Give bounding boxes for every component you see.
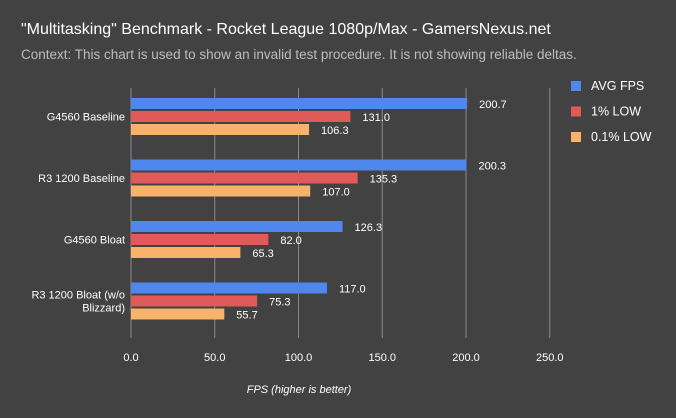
data-labels: 200.7 131.0 106.3 200.3 135.3 107.0 126.3 82.0 6… (236, 99, 506, 322)
x-axis-ticks: 0.0 50.0 100.0 150.0 200.0 250.0 (123, 352, 563, 364)
x-tick-label: 0.0 (123, 352, 138, 364)
x-tick-label: 250.0 (536, 352, 564, 364)
chart-title: "Multitasking" Benchmark - Rocket League… (21, 21, 551, 38)
data-label: 82.0 (280, 235, 301, 247)
bar (131, 111, 351, 122)
bar (131, 172, 358, 184)
data-label: 200.3 (479, 161, 507, 173)
data-label: 200.7 (479, 99, 507, 111)
category-label: R3 1200 Baseline (38, 173, 125, 185)
legend-label: 0.1% LOW (591, 130, 652, 144)
data-label: 135.3 (370, 174, 398, 186)
data-label: 55.7 (236, 310, 257, 322)
bar (131, 124, 310, 135)
category-label: Blizzard) (82, 303, 125, 315)
category-label: G4560 Baseline (47, 112, 125, 124)
category-label: G4560 Bloat (64, 235, 125, 247)
legend-swatch (571, 106, 581, 117)
x-tick-label: 150.0 (368, 352, 396, 364)
bar (131, 98, 468, 109)
legend-swatch (571, 81, 581, 91)
legend-swatch (571, 132, 581, 142)
bar (131, 185, 311, 197)
x-axis-label: FPS (higher is better) (247, 384, 352, 396)
category-labels: G4560 Baseline R3 1200 Baseline G4560 Bloa… (31, 112, 125, 315)
data-label: 117.0 (339, 284, 366, 296)
bar (131, 308, 225, 320)
category-label: R3 1200 Bloat (w/o (31, 290, 125, 302)
x-tick-label: 200.0 (452, 352, 480, 364)
data-label: 106.3 (321, 125, 349, 137)
bar (131, 282, 327, 294)
x-tick-label: 50.0 (204, 352, 225, 364)
legend: AVG FPS 1% LOW 0.1% LOW (571, 79, 652, 144)
data-label: 107.0 (322, 187, 350, 199)
data-label: 131.0 (362, 112, 390, 124)
bars (131, 98, 468, 320)
data-label: 65.3 (252, 248, 273, 260)
bar (131, 221, 343, 232)
data-label: 126.3 (355, 222, 383, 234)
chart-subtitle: Context: This chart is used to show an i… (21, 47, 577, 62)
bar (131, 295, 258, 307)
legend-label: 1% LOW (591, 105, 641, 119)
legend-label: AVG FPS (591, 79, 644, 93)
data-label: 75.3 (269, 297, 290, 309)
bar (131, 247, 241, 258)
bar (131, 159, 467, 171)
bar (131, 234, 269, 245)
x-tick-label: 100.0 (285, 352, 313, 364)
